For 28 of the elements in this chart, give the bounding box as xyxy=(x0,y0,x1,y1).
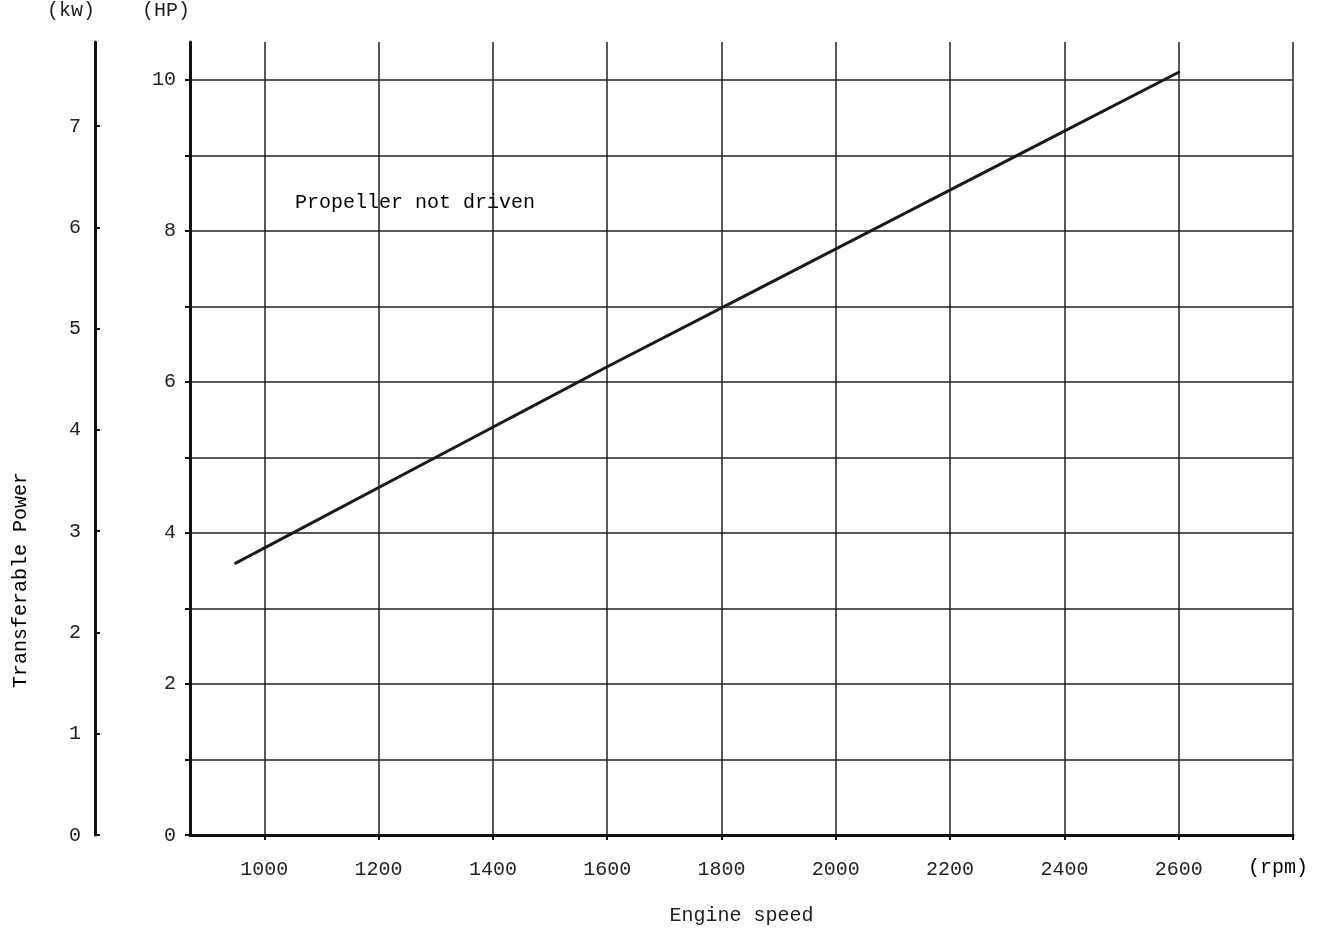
y-tick-label: 8 xyxy=(163,219,176,243)
y-tick-label: 0 xyxy=(163,823,176,847)
y2-tick-label: 0 xyxy=(68,823,81,847)
x-tick-label: 2400 xyxy=(1040,857,1089,881)
x-tick-label: 2000 xyxy=(811,857,860,881)
x-tick-label: 1600 xyxy=(583,857,632,881)
y-tick-label: 10 xyxy=(151,68,176,92)
y2-axis-title: (kw) xyxy=(46,0,95,22)
x-tick-label: 1800 xyxy=(697,857,746,881)
x-tick-label: 2600 xyxy=(1154,857,1203,881)
x-tick-label: 1200 xyxy=(354,857,403,881)
y2-tick-label: 2 xyxy=(68,620,81,644)
y-axis-title: (HP) xyxy=(141,0,190,22)
y2-tick-label: 6 xyxy=(68,215,81,239)
y2-tick-label: 3 xyxy=(68,519,81,543)
y-tick-label: 2 xyxy=(163,672,176,696)
text: Transferable Power xyxy=(8,471,32,689)
y2-tick-label: 4 xyxy=(68,418,81,442)
text: (rpm) xyxy=(1248,855,1309,879)
x-tick-label: 2200 xyxy=(926,857,975,881)
x-axis-title: Engine speed xyxy=(669,903,814,927)
y-tick-label: 6 xyxy=(163,370,176,394)
x-tick-label: 1400 xyxy=(468,857,517,881)
y2-tick-label: 7 xyxy=(68,114,81,138)
x-tick-label: 1000 xyxy=(240,857,289,881)
y-tick-label: 4 xyxy=(163,521,176,545)
y2-tick-label: 5 xyxy=(68,317,81,341)
y2-tick-label: 1 xyxy=(68,722,81,746)
